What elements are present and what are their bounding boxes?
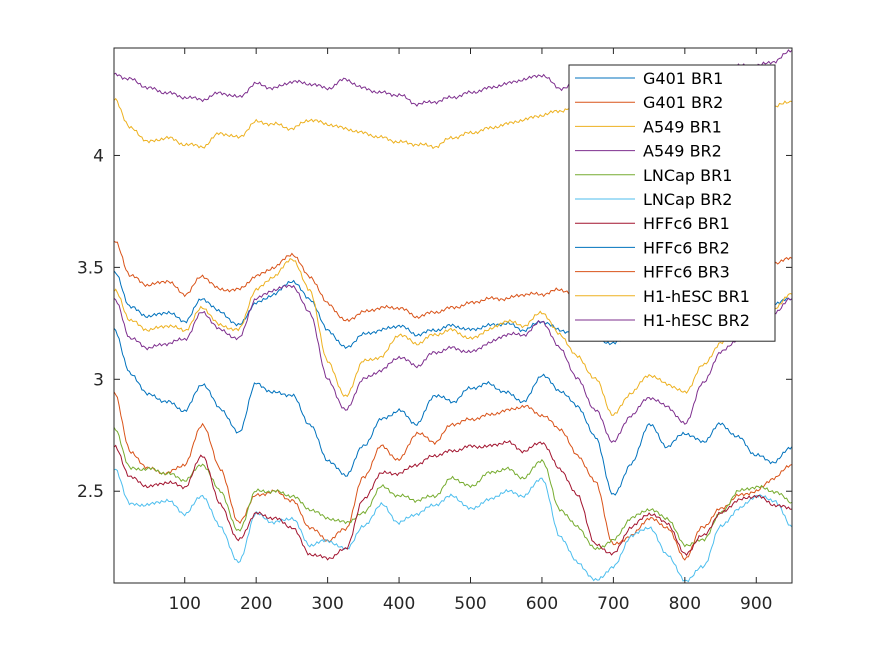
series-line-7 [114,440,792,561]
y-tick-label: 4 [93,146,104,166]
x-tick-label: 500 [454,594,486,614]
legend-label: HFFc6 BR3 [643,263,730,282]
series-line-10 [114,257,792,416]
legend-label: H1-hESC BR2 [643,311,750,330]
axes-box [113,47,793,584]
x-tick-label: 800 [669,594,701,614]
series-line-1 [114,327,792,496]
legend-label: HFFc6 BR1 [643,214,730,233]
legend-label: G401 BR2 [643,93,723,112]
legend-label: G401 BR1 [643,69,723,88]
series-line-11 [114,284,792,444]
x-tick-label: 300 [311,594,343,614]
y-tick-label: 2.5 [77,482,104,502]
x-tick-label: 600 [526,594,558,614]
series-line-5 [114,427,792,551]
y-tick-label: 3.5 [77,258,104,278]
ticks-layer: 100 200 300 400 500 600 700 800 900 2.5 3 3.5 4 [77,48,792,614]
legend: G401 BR1 G401 BR2 A549 BR1 A549 BR2 LNCap BR… [568,64,776,342]
legend-label: LNCap BR1 [643,166,732,185]
y-tick-label: 3 [93,370,104,390]
legend-label: H1-hESC BR1 [643,287,750,306]
legend-label: A549 BR1 [643,117,722,136]
legend-box [568,64,776,342]
x-tick-label: 100 [169,594,201,614]
legend-label: LNCap BR2 [643,190,732,209]
x-tick-label: 900 [740,594,772,614]
x-tick-label: 400 [383,594,415,614]
series-line-6 [114,468,792,583]
legend-label: HFFc6 BR2 [643,238,730,257]
x-tick-label: 700 [597,594,629,614]
series-line-2 [114,391,792,561]
x-tick-label: 200 [240,594,272,614]
legend-label: A549 BR2 [643,142,722,161]
